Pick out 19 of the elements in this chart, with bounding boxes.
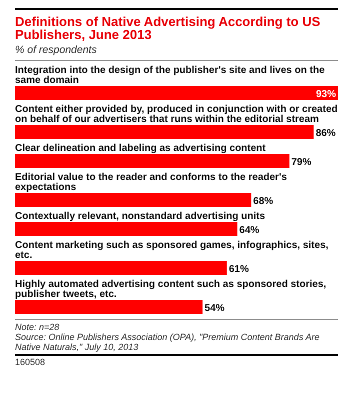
- y-tick-label: Contextually relevant, nonstandard advertising units: [15, 211, 266, 222]
- y-tick-label: Clear delineation and labeling as advertising content: [15, 143, 266, 154]
- data-label: 86%: [316, 128, 336, 139]
- data-label: 93%: [316, 89, 336, 100]
- data-label: 54%: [204, 303, 225, 314]
- y-tick-label: Integration into the design of the publisher's site and lives on the same domain: [15, 65, 326, 86]
- text: Note: n=28: [15, 322, 60, 332]
- y-tick-label: Content either provided by, produced in conjunction with or created on behalf of our advertisers that runs within the editorial stream: [15, 104, 338, 125]
- y-tick-label: Content marketing such as sponsored games, infographics, sites, etc.: [15, 240, 329, 261]
- chart-title: Definitions of Native Advertising According to US Publishers, June 2013: [15, 14, 321, 42]
- y-tick-label: Highly automated advertising content such as sponsored stories, publisher tweets, etc.: [15, 279, 326, 300]
- text: 160508: [15, 357, 46, 367]
- data-label: 64%: [239, 225, 260, 236]
- data-label: 79%: [291, 157, 312, 168]
- data-label: 68%: [253, 196, 274, 207]
- data-label: 61%: [228, 264, 249, 275]
- source-note: Source: Online Publishers Association (OPA), "Premium Content Brands Are Native Naturals," July 10, 2013: [15, 332, 320, 352]
- chart-subtitle: % of respondents: [15, 44, 98, 56]
- y-tick-label: Editorial value to the reader and conforms to the reader's expectations: [15, 172, 288, 193]
